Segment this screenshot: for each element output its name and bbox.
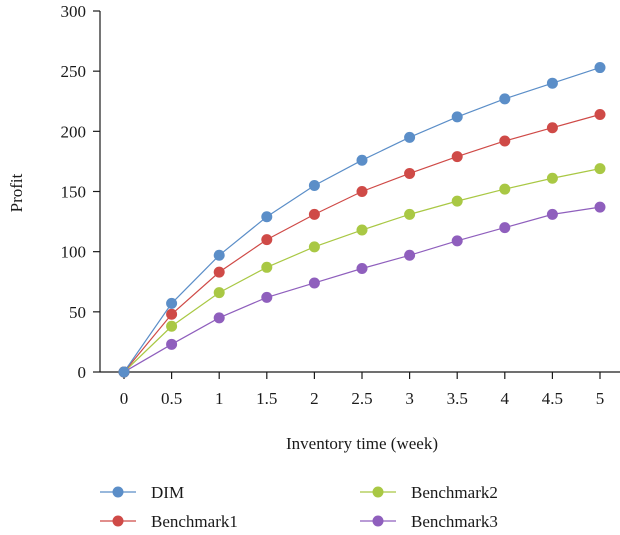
data-point xyxy=(356,263,368,275)
data-point xyxy=(261,291,273,303)
legend-label: Benchmark2 xyxy=(411,483,498,502)
series-benchmark1 xyxy=(118,108,606,378)
x-axis-title: Inventory time (week) xyxy=(286,434,438,453)
x-tick-label: 2 xyxy=(310,389,319,408)
x-tick-label: 3.5 xyxy=(447,389,468,408)
y-tick-label: 150 xyxy=(61,183,87,202)
data-point xyxy=(308,179,320,191)
y-tick-label: 0 xyxy=(78,363,87,382)
data-point xyxy=(213,312,225,324)
series-layer xyxy=(118,62,606,378)
legend-label: Benchmark3 xyxy=(411,512,498,531)
data-point xyxy=(546,122,558,134)
legend-label: Benchmark1 xyxy=(151,512,238,531)
data-point xyxy=(213,266,225,278)
legend-item: DIM xyxy=(100,483,184,502)
legend-item: Benchmark2 xyxy=(360,483,498,502)
data-point xyxy=(594,62,606,74)
data-point xyxy=(499,135,511,147)
data-point xyxy=(594,108,606,120)
series-line xyxy=(123,66,601,373)
x-tick-label: 2.5 xyxy=(351,389,372,408)
data-point xyxy=(546,172,558,184)
y-tick-label: 300 xyxy=(61,2,87,21)
data-point xyxy=(404,131,416,143)
data-point xyxy=(594,163,606,175)
y-tick-label: 100 xyxy=(61,243,87,262)
data-point xyxy=(451,151,463,163)
x-tick-label: 5 xyxy=(596,389,605,408)
data-point xyxy=(213,287,225,299)
data-point xyxy=(451,195,463,207)
x-ticks: 0 0.5 1 1.5 2 2.5 3 3.5 4 4.5 5 xyxy=(120,372,605,408)
y-ticks: 0 50 100 150 200 250 300 xyxy=(61,2,100,382)
x-tick-label: 4.5 xyxy=(542,389,563,408)
x-tick-label: 1.5 xyxy=(256,389,277,408)
data-point xyxy=(499,183,511,195)
data-point xyxy=(261,211,273,223)
data-point xyxy=(166,308,178,320)
data-point xyxy=(356,154,368,166)
data-point xyxy=(261,234,273,246)
x-tick-label: 0 xyxy=(120,389,129,408)
data-point xyxy=(308,277,320,289)
data-point xyxy=(356,224,368,236)
legend-label: DIM xyxy=(151,483,184,502)
data-point xyxy=(166,320,178,332)
data-point xyxy=(451,235,463,247)
legend: DIM Benchmark1 Benchmark2 Benchmark3 xyxy=(100,483,498,531)
legend-swatch-marker xyxy=(372,486,384,498)
data-point xyxy=(594,201,606,213)
y-tick-label: 250 xyxy=(61,62,87,81)
data-point xyxy=(404,249,416,261)
legend-item: Benchmark1 xyxy=(100,512,238,531)
data-point xyxy=(451,111,463,123)
data-point xyxy=(404,167,416,179)
legend-swatch-marker xyxy=(112,515,124,527)
data-point xyxy=(404,208,416,220)
series-line xyxy=(123,113,601,373)
data-point xyxy=(499,93,511,105)
y-tick-label: 50 xyxy=(69,303,86,322)
x-tick-label: 4 xyxy=(501,389,510,408)
data-point xyxy=(261,261,273,273)
data-point xyxy=(308,241,320,253)
y-tick-label: 200 xyxy=(61,122,87,141)
y-axis-title: Profit xyxy=(7,173,26,212)
data-point xyxy=(166,338,178,350)
legend-swatch-marker xyxy=(372,515,384,527)
data-point xyxy=(213,249,225,261)
data-point xyxy=(546,77,558,89)
data-point xyxy=(166,297,178,309)
data-point xyxy=(546,208,558,220)
data-point xyxy=(499,222,511,234)
x-tick-label: 1 xyxy=(215,389,224,408)
x-tick-label: 0.5 xyxy=(161,389,182,408)
data-point xyxy=(308,208,320,220)
x-tick-label: 3 xyxy=(405,389,414,408)
data-point xyxy=(118,366,130,378)
series-dim xyxy=(118,62,606,378)
legend-item: Benchmark3 xyxy=(360,512,498,531)
legend-swatch-marker xyxy=(112,486,124,498)
data-point xyxy=(356,186,368,197)
